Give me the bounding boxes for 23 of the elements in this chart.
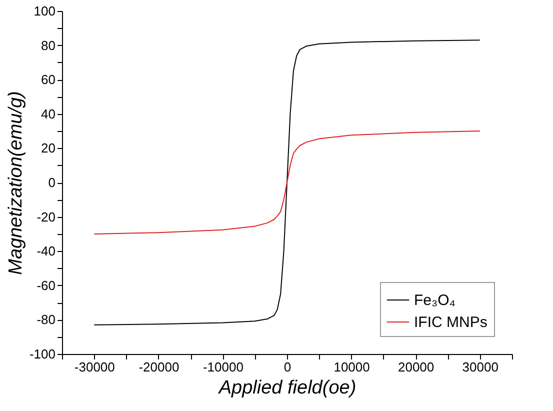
y-tick-label: 60 [41, 72, 56, 88]
y-tick-label: 0 [48, 175, 56, 190]
y-tick-label: 40 [41, 106, 56, 122]
x-tick-label: 20000 [398, 360, 434, 374]
x-tick-label: 0 [284, 360, 292, 374]
y-tick-label: -80 [36, 312, 56, 328]
y-axis-title: Magnetization(emu/g) [5, 91, 26, 275]
x-tick-label: -10000 [202, 360, 244, 374]
legend-label: IFIC MNPs [414, 314, 488, 331]
x-tick-label: 10000 [334, 360, 370, 374]
line-series [94, 130, 480, 234]
x-tick-label: -30000 [74, 360, 115, 374]
x-axis-title: Applied field(oe) [218, 378, 356, 398]
y-tick-label: -20 [36, 209, 56, 224]
y-tick-label: 80 [41, 38, 56, 53]
y-tick-label: -40 [36, 244, 56, 259]
x-tick-label: 30000 [462, 360, 498, 374]
y-tick-label: -100 [29, 346, 56, 362]
y-tick-label: 100 [34, 4, 56, 18]
x-tick-label: -20000 [138, 360, 180, 374]
y-tick-label: 20 [41, 140, 56, 156]
y-tick-label: -60 [36, 278, 56, 293]
legend-label: Fe₃O₄ [414, 292, 456, 309]
